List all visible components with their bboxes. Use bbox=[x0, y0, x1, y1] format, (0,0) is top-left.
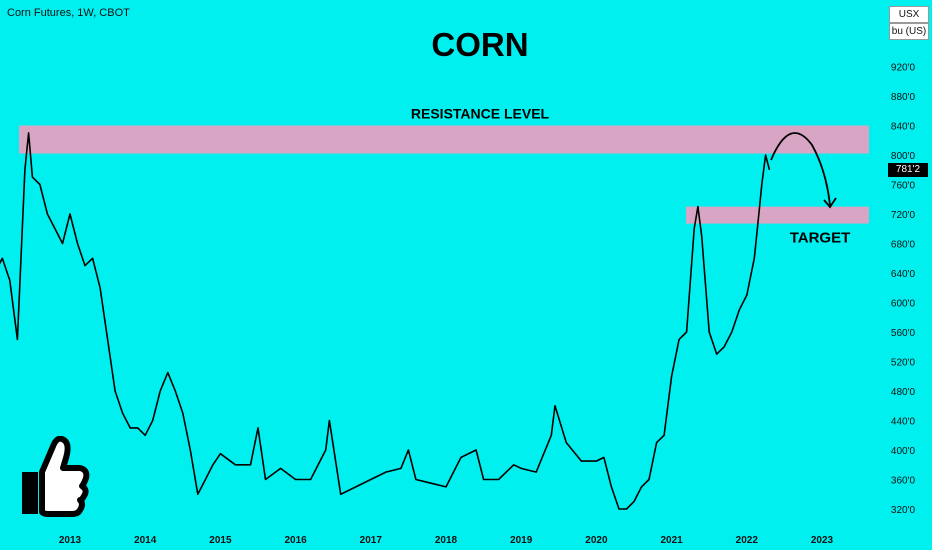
price-series-line bbox=[0, 132, 771, 510]
y-tick-label: 320'0 bbox=[891, 505, 916, 516]
x-tick-label: 2019 bbox=[510, 535, 533, 546]
target-label: TARGET bbox=[790, 230, 851, 247]
y-tick-label: 440'0 bbox=[891, 417, 916, 428]
y-tick-label: 520'0 bbox=[891, 358, 916, 369]
chart-title: CORN bbox=[431, 26, 529, 63]
x-tick-label: 2016 bbox=[284, 535, 307, 546]
x-tick-label: 2023 bbox=[811, 535, 834, 546]
y-tick-label: 400'0 bbox=[891, 446, 916, 457]
y-tick-label: 640'0 bbox=[891, 269, 916, 280]
y-tick-label: 560'0 bbox=[891, 328, 916, 339]
resistance-label: RESISTANCE LEVEL bbox=[411, 106, 550, 122]
x-tick-label: 2018 bbox=[435, 535, 458, 546]
y-tick-label: 680'0 bbox=[891, 240, 916, 251]
x-tick-label: 2015 bbox=[209, 535, 232, 546]
resistance-zone bbox=[19, 125, 869, 154]
last-price-label: 781'2 bbox=[888, 163, 928, 177]
y-tick-label: 360'0 bbox=[891, 476, 916, 487]
unit-selector[interactable]: bu (US) bbox=[889, 23, 929, 40]
thumbs-up-icon bbox=[18, 435, 90, 523]
y-tick-label: 920'0 bbox=[891, 63, 916, 74]
currency-selector[interactable]: USX bbox=[889, 6, 929, 23]
y-tick-label: 880'0 bbox=[891, 92, 916, 103]
y-tick-label: 840'0 bbox=[891, 122, 916, 133]
y-tick-label: 720'0 bbox=[891, 210, 916, 221]
forecast-arrow-head bbox=[823, 197, 837, 209]
x-tick-label: 2017 bbox=[360, 535, 383, 546]
x-tick-label: 2022 bbox=[736, 535, 759, 546]
y-tick-label: 600'0 bbox=[891, 299, 916, 310]
x-tick-label: 2014 bbox=[134, 535, 157, 546]
x-tick-label: 2021 bbox=[660, 535, 683, 546]
y-tick-label: 480'0 bbox=[891, 387, 916, 398]
y-tick-label: 800'0 bbox=[891, 151, 916, 162]
target-zone bbox=[686, 206, 869, 224]
y-tick-label: 760'0 bbox=[891, 181, 916, 192]
x-tick-label: 2013 bbox=[59, 535, 82, 546]
symbol-header: Corn Futures, 1W, CBOT bbox=[7, 7, 130, 19]
x-tick-label: 2020 bbox=[585, 535, 608, 546]
forecast-arrow bbox=[770, 132, 831, 206]
